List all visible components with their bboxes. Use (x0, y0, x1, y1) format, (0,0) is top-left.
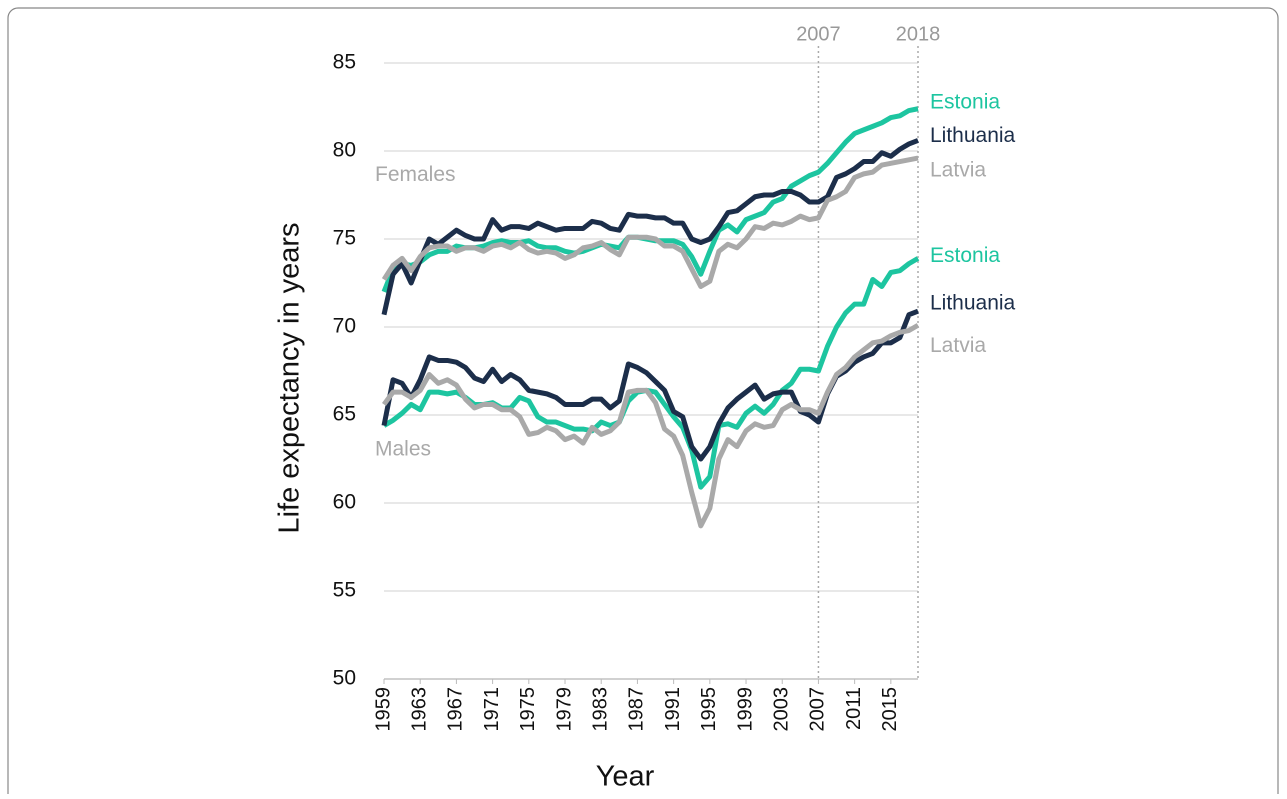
x-tick-label: 1987 (626, 687, 648, 732)
series-label: Estonia (930, 244, 1000, 267)
y-tick-label: 60 (333, 491, 356, 514)
y-tick-label: 80 (333, 139, 356, 162)
series-line (381, 308, 919, 462)
series-label: Estonia (930, 90, 1000, 113)
y-axis-title: Life expectancy in years (274, 222, 306, 533)
y-tick-label: 65 (333, 403, 356, 426)
series-line (381, 155, 919, 290)
series-line (381, 106, 919, 293)
x-tick-label: 2007 (807, 687, 829, 732)
series-label: Latvia (930, 334, 986, 357)
x-tick-label: 1975 (517, 687, 539, 732)
x-tick-label: 1983 (590, 687, 612, 732)
series-label: Latvia (930, 159, 986, 182)
series-label: Lithuania (930, 292, 1016, 315)
annotation: Females (375, 163, 456, 186)
y-tick-label: 75 (333, 227, 356, 250)
series-line (381, 323, 920, 529)
x-axis-title: Year (596, 761, 655, 793)
reference-label: 2007 (796, 23, 841, 45)
x-tick-label: 2003 (771, 687, 793, 732)
x-tick-label: 2011 (843, 687, 865, 730)
reference-label: 2018 (896, 23, 941, 45)
x-tick-label: 1979 (553, 687, 575, 732)
frame (7, 7, 1279, 799)
x-tick-label: 1995 (698, 687, 720, 732)
y-tick-label: 70 (333, 315, 356, 338)
x-tick-label: 2015 (879, 687, 901, 732)
x-tick-label: 1991 (662, 687, 684, 732)
y-tick-label: 55 (333, 579, 356, 602)
series-line (381, 138, 919, 316)
x-tick-label: 1959 (372, 687, 394, 732)
x-tick-label: 1971 (481, 687, 503, 732)
x-tick-label: 1967 (445, 687, 467, 732)
x-tick-label: 1999 (734, 687, 756, 732)
y-tick-label: 85 (333, 51, 356, 74)
series-label: Lithuania (930, 124, 1016, 147)
y-tick-label: 50 (333, 667, 356, 690)
x-tick-label: 1963 (408, 687, 430, 732)
annotation: Males (375, 438, 431, 461)
